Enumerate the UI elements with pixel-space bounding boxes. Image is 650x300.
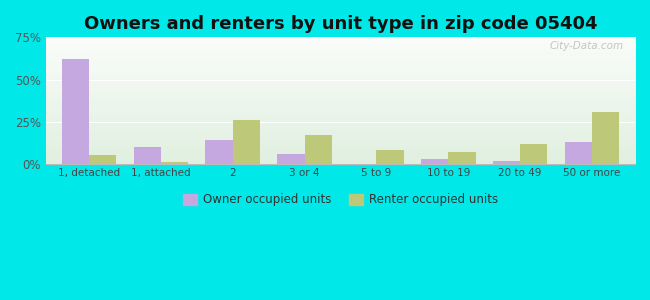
Bar xyxy=(376,150,404,164)
Bar xyxy=(277,154,304,164)
Bar xyxy=(493,160,520,164)
Title: Owners and renters by unit type in zip code 05404: Owners and renters by unit type in zip c… xyxy=(84,15,597,33)
Bar xyxy=(233,120,260,164)
Bar xyxy=(89,155,116,164)
Bar xyxy=(205,140,233,164)
Bar xyxy=(161,162,188,164)
Text: City-Data.com: City-Data.com xyxy=(549,41,623,51)
Bar xyxy=(565,142,592,164)
Bar xyxy=(448,152,476,164)
Bar xyxy=(62,59,89,164)
Bar xyxy=(304,135,332,164)
Bar xyxy=(520,144,547,164)
Legend: Owner occupied units, Renter occupied units: Owner occupied units, Renter occupied un… xyxy=(178,189,503,211)
Bar xyxy=(421,159,448,164)
Bar xyxy=(133,147,161,164)
Bar xyxy=(592,112,619,164)
